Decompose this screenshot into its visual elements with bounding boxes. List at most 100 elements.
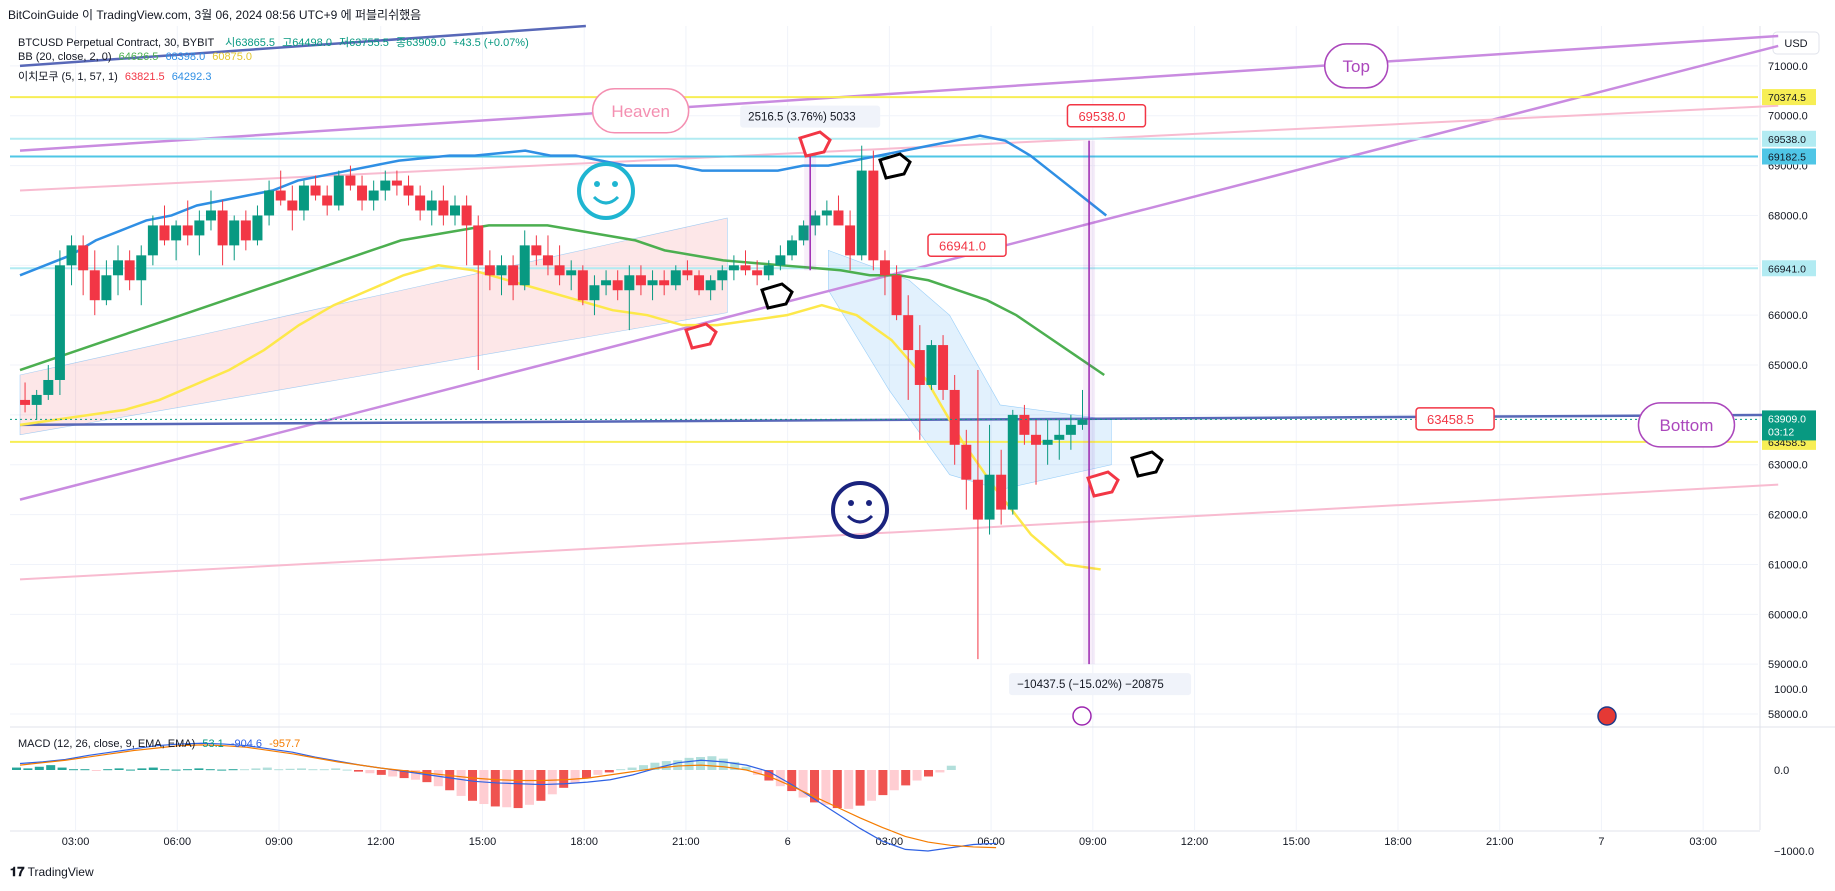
price-callout-label: 69538.0 xyxy=(1078,109,1125,124)
candles xyxy=(20,145,1088,660)
candle xyxy=(938,335,949,400)
y-tick-label: 66000.0 xyxy=(1768,310,1808,322)
macd-hist-bar xyxy=(855,770,865,806)
macd-hist-bar xyxy=(832,770,842,809)
publish-info: BitCoinGuide 이 TradingView.com, 3월 06, 2… xyxy=(8,8,422,22)
x-tick-label: 06:00 xyxy=(164,836,192,848)
candle-body xyxy=(1007,414,1018,510)
level-price-tag xyxy=(1762,130,1816,147)
candle-body xyxy=(20,399,31,405)
channel-line xyxy=(19,483,1779,581)
candle xyxy=(217,200,228,266)
tradingview-brand[interactable]: 𝟏𝟕 TradingView xyxy=(10,864,94,880)
candle-body xyxy=(961,444,972,480)
level-price-label: 69538.0 xyxy=(1768,134,1806,146)
macd-hist-bar xyxy=(525,770,534,805)
candle-body xyxy=(473,225,484,266)
candle xyxy=(124,250,135,291)
candle-body xyxy=(310,185,321,196)
candle xyxy=(252,205,263,246)
macd-hist-bar xyxy=(889,770,899,791)
last-price-label: 63909.0 xyxy=(1768,413,1806,425)
candle xyxy=(391,170,402,196)
level-price-label: 69182.5 xyxy=(1768,152,1806,164)
candle xyxy=(43,365,54,400)
macd-hist-bar xyxy=(924,770,933,777)
candle xyxy=(496,255,507,296)
measure-box xyxy=(740,105,881,128)
macd-hist-bar xyxy=(69,769,78,771)
candle-body xyxy=(938,345,949,390)
candle xyxy=(159,205,170,246)
candle-body xyxy=(914,350,925,385)
pointing-hand-icon xyxy=(1130,450,1164,478)
candle xyxy=(519,230,530,291)
candle-body xyxy=(566,270,577,276)
candle xyxy=(1007,409,1018,515)
smiley-face-icon-eye xyxy=(848,500,854,506)
macd-hist-bar xyxy=(388,770,398,777)
macd-hist-bar xyxy=(34,766,44,770)
candle-body xyxy=(763,265,774,276)
candle xyxy=(566,260,577,291)
channel-line xyxy=(19,44,1779,501)
macd-hist-bar xyxy=(912,770,922,781)
trend-line xyxy=(19,413,1779,427)
candle-body xyxy=(1042,439,1053,445)
macd-hist-bar xyxy=(536,770,546,801)
candle-body xyxy=(519,245,530,286)
macd-hist-bar xyxy=(46,765,56,770)
macd-line-value: -904.6 xyxy=(230,738,263,750)
candle-body xyxy=(694,275,705,291)
macd-hist-bar xyxy=(490,770,500,807)
candle xyxy=(612,270,623,301)
ichimoku-cloud-red xyxy=(19,217,728,436)
candle xyxy=(31,389,42,420)
candle-body xyxy=(78,245,89,271)
pointing-hand-icon xyxy=(760,282,794,310)
candle-body xyxy=(403,185,414,196)
macd-hist-bar xyxy=(810,770,819,803)
candle xyxy=(20,382,31,413)
currency-label: USD xyxy=(1784,38,1807,50)
candle xyxy=(845,210,856,271)
candle-body xyxy=(333,175,344,206)
candle xyxy=(1031,419,1042,485)
candle xyxy=(473,215,484,371)
x-tick-label: 03:00 xyxy=(1689,836,1717,848)
candle xyxy=(461,195,472,266)
price-callout-label: 66941.0 xyxy=(939,238,986,253)
speech-bubble-label: Heaven xyxy=(611,102,670,121)
countdown-label: 03:12 xyxy=(1768,426,1794,438)
candle xyxy=(275,170,286,206)
dizzy-face-icon-mouth xyxy=(592,195,620,205)
candle-body xyxy=(136,255,147,281)
candle xyxy=(705,275,716,301)
macd-hist-bar xyxy=(365,770,375,774)
ohlc-open-label: 시 xyxy=(225,37,236,49)
candle xyxy=(287,185,298,231)
level-price-tag xyxy=(1762,89,1816,106)
candle-body xyxy=(1065,424,1076,435)
candle-body xyxy=(264,190,275,216)
y-tick-label: 62000.0 xyxy=(1768,510,1808,522)
candle-body xyxy=(415,195,426,211)
macd-hist-bar xyxy=(194,768,204,770)
candle-body xyxy=(903,315,914,351)
measure-box xyxy=(1009,673,1192,696)
tradingview-logo-icon: 𝟏𝟕 xyxy=(10,864,25,879)
candle xyxy=(949,375,960,465)
ohlc-close-value: 63909.0 xyxy=(406,37,446,49)
candle-body xyxy=(229,220,240,246)
macd-hist-bar xyxy=(468,770,477,801)
pointing-hand-red-icon xyxy=(798,130,832,158)
last-price-tag xyxy=(1762,410,1816,441)
macd-hist-bar xyxy=(160,769,170,771)
candle xyxy=(879,250,890,296)
pointing-hand-red-icon xyxy=(1086,470,1120,498)
candle-body xyxy=(205,210,216,221)
candle xyxy=(984,424,995,535)
ohlc-high-value: 64498.0 xyxy=(292,37,332,49)
x-tick-label: 09:00 xyxy=(265,836,293,848)
